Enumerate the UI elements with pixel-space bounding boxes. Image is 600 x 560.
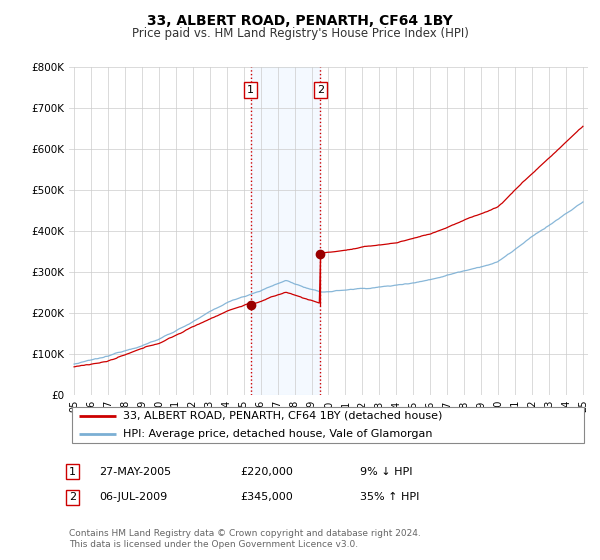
Text: 33, ALBERT ROAD, PENARTH, CF64 1BY (detached house): 33, ALBERT ROAD, PENARTH, CF64 1BY (deta… — [124, 411, 443, 421]
Text: 1: 1 — [69, 466, 76, 477]
Text: 2: 2 — [317, 85, 324, 95]
Text: Contains HM Land Registry data © Crown copyright and database right 2024.
This d: Contains HM Land Registry data © Crown c… — [69, 529, 421, 549]
Text: 06-JUL-2009: 06-JUL-2009 — [99, 492, 167, 502]
Text: 33, ALBERT ROAD, PENARTH, CF64 1BY: 33, ALBERT ROAD, PENARTH, CF64 1BY — [147, 14, 453, 28]
Text: 2: 2 — [69, 492, 76, 502]
Text: Price paid vs. HM Land Registry's House Price Index (HPI): Price paid vs. HM Land Registry's House … — [131, 27, 469, 40]
Text: 9% ↓ HPI: 9% ↓ HPI — [360, 466, 413, 477]
Text: 27-MAY-2005: 27-MAY-2005 — [99, 466, 171, 477]
Text: £220,000: £220,000 — [240, 466, 293, 477]
Text: £345,000: £345,000 — [240, 492, 293, 502]
Text: HPI: Average price, detached house, Vale of Glamorgan: HPI: Average price, detached house, Vale… — [124, 430, 433, 439]
Text: 1: 1 — [247, 85, 254, 95]
Text: 35% ↑ HPI: 35% ↑ HPI — [360, 492, 419, 502]
Bar — [251, 67, 320, 395]
FancyBboxPatch shape — [71, 407, 584, 443]
